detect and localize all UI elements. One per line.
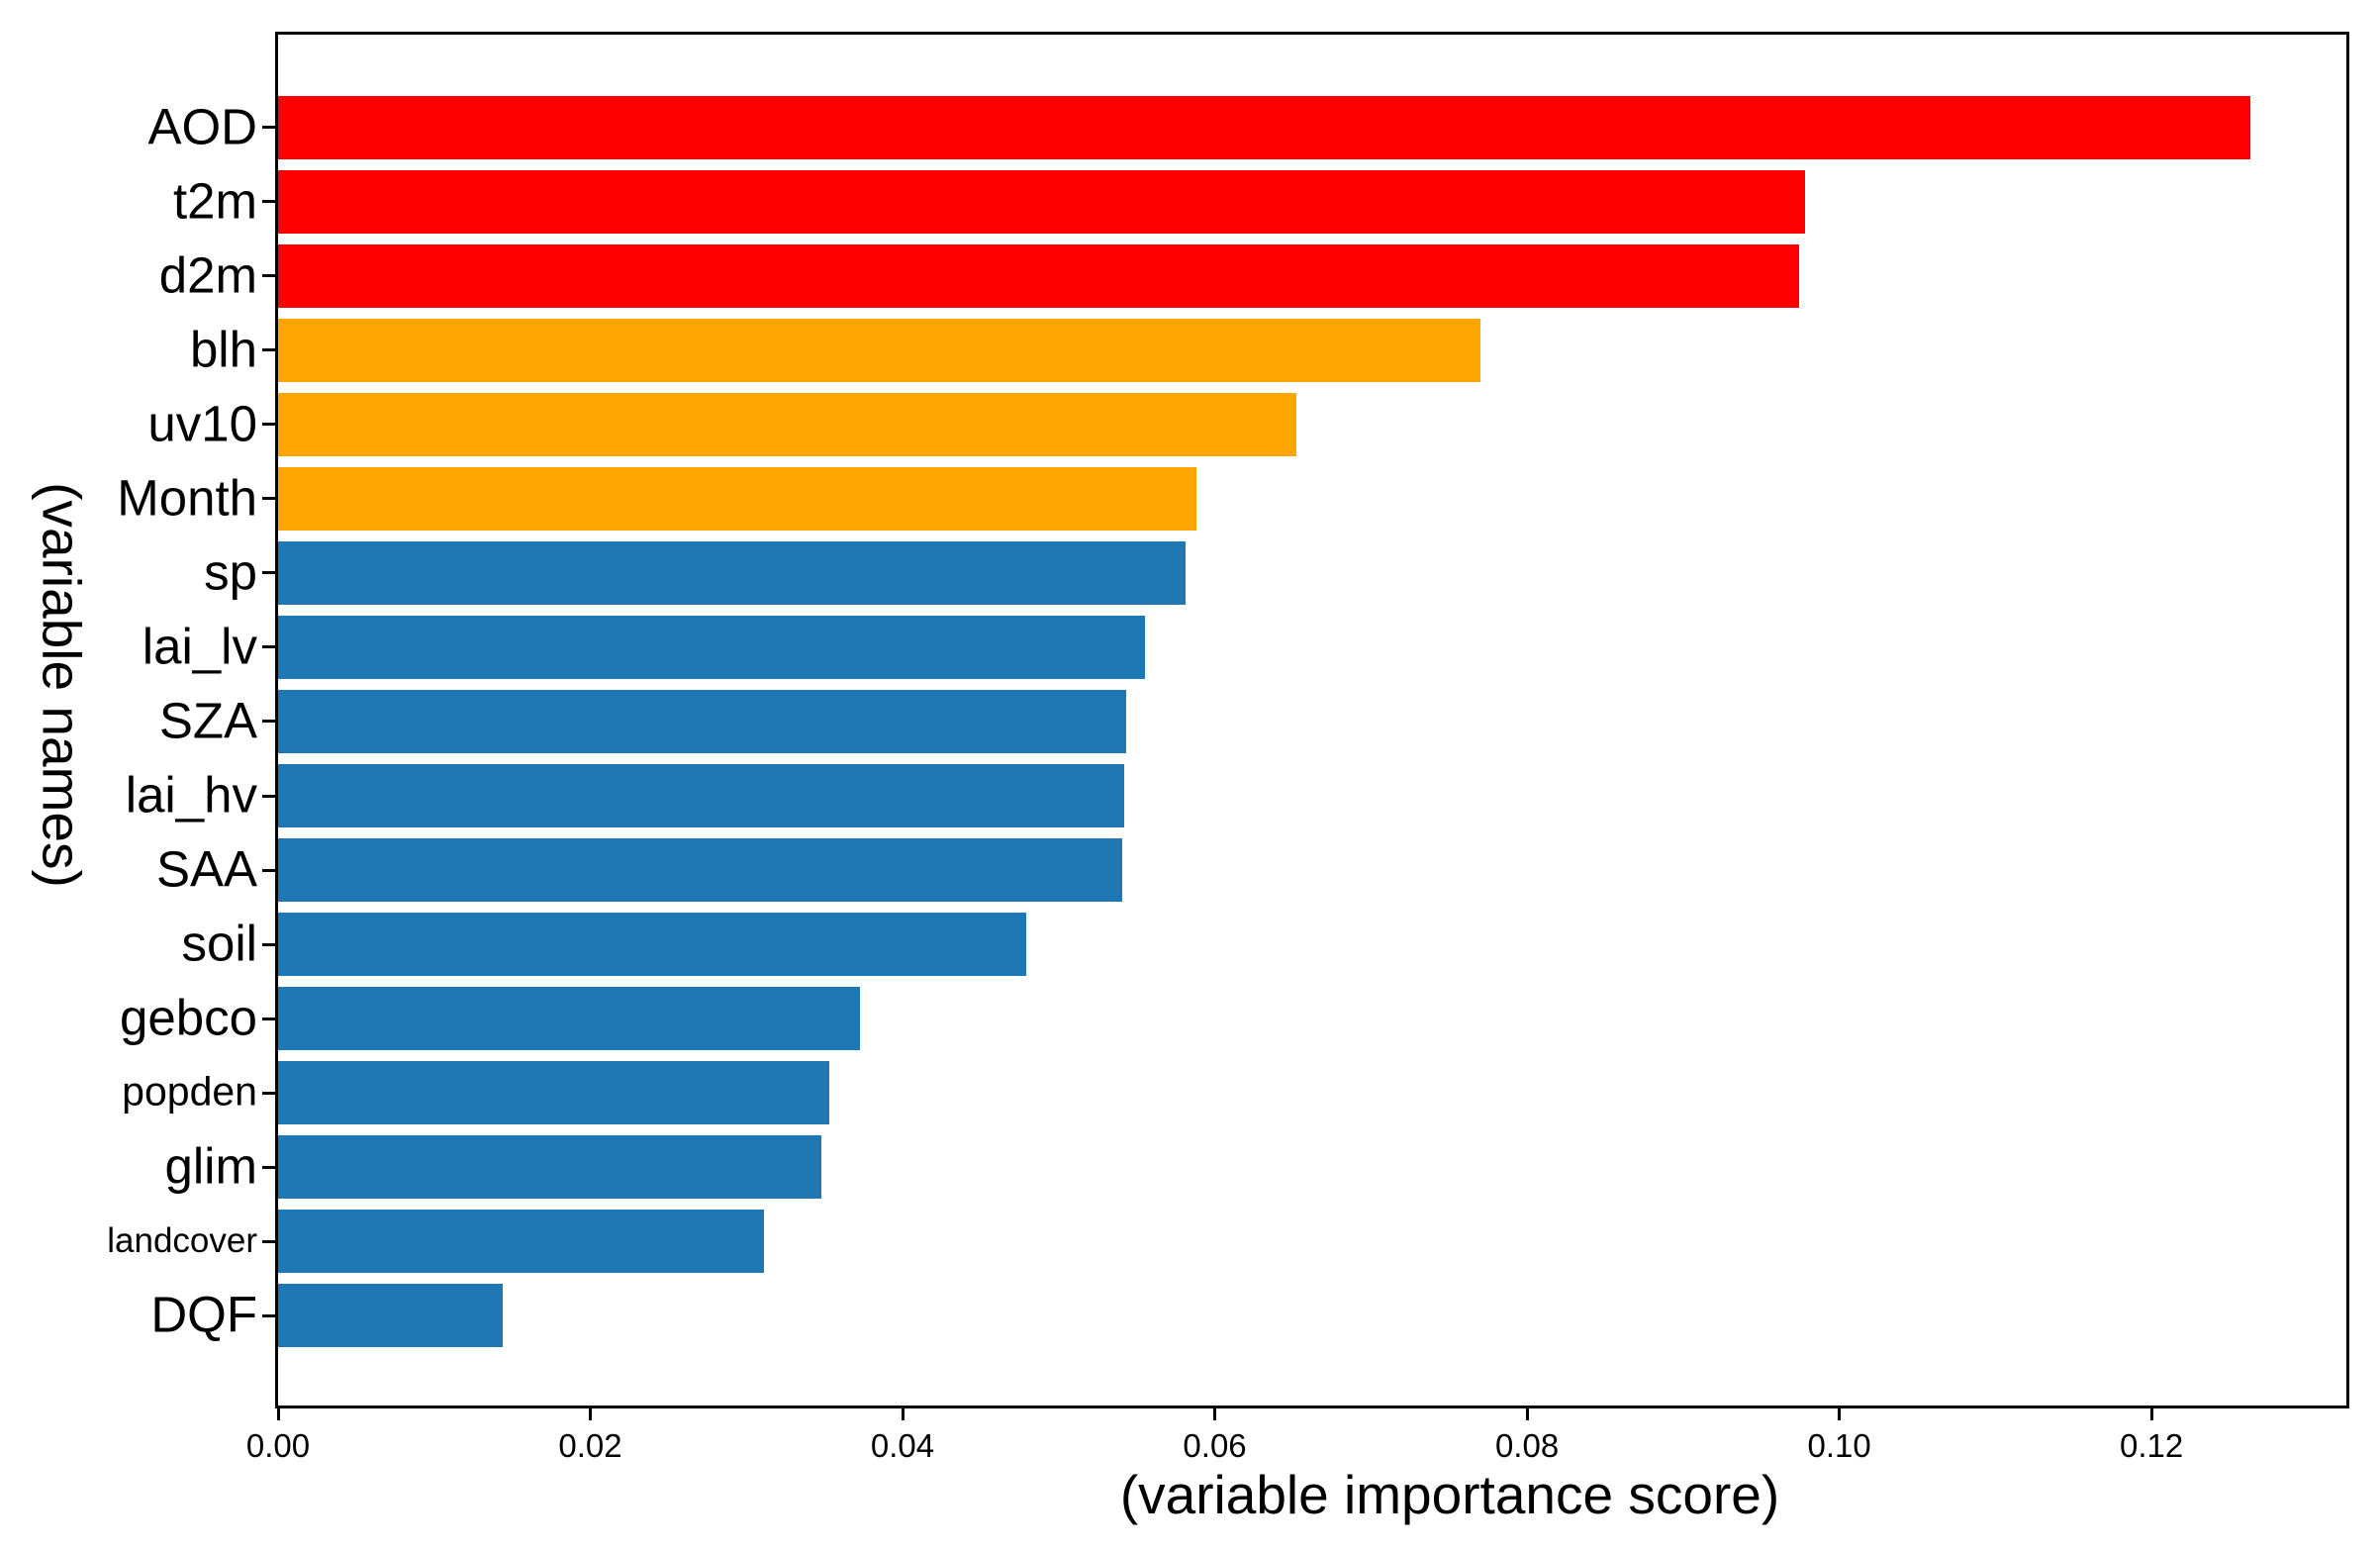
bar-Month <box>278 466 1196 531</box>
y-tick-label-AOD: AOD <box>147 97 257 154</box>
x-tick-label-0.02: 0.02 <box>558 1427 622 1464</box>
y-tick-label-SAA: SAA <box>155 840 257 898</box>
y-tick <box>262 1091 277 1095</box>
bar-SZA <box>278 689 1126 753</box>
bar-popden <box>278 1061 829 1125</box>
bar-lai_lv <box>278 615 1145 679</box>
y-tick <box>262 1017 277 1020</box>
y-tick <box>262 794 277 798</box>
y-tick-label-gebco: gebco <box>120 989 257 1046</box>
bar-sp <box>278 540 1186 605</box>
y-tick <box>262 942 277 946</box>
x-tick <box>1838 1406 1842 1420</box>
y-tick <box>262 571 277 575</box>
y-tick <box>262 868 277 872</box>
y-tick <box>262 497 277 501</box>
x-tick-label-0.06: 0.06 <box>1183 1427 1247 1464</box>
y-tick <box>262 1165 277 1169</box>
bar-blh <box>278 318 1480 382</box>
bar-landcover <box>278 1210 764 1274</box>
y-tick-label-soil: soil <box>181 915 257 972</box>
y-tick <box>262 720 277 724</box>
y-tick-label-lai_lv: lai_lv <box>142 618 257 675</box>
y-tick <box>262 1313 277 1317</box>
y-tick-label-t2m: t2m <box>172 172 257 230</box>
y-tick <box>262 1239 277 1243</box>
y-tick-label-glim: glim <box>164 1137 257 1195</box>
x-tick <box>1525 1406 1529 1420</box>
bar-lai_hv <box>278 764 1125 828</box>
y-tick <box>262 126 277 129</box>
y-tick-label-SZA: SZA <box>158 692 257 749</box>
x-axis-label: (variable importance score) <box>1119 1464 1780 1525</box>
bar-SAA <box>278 838 1123 903</box>
plot-area <box>275 32 2349 1408</box>
bar-DQF <box>278 1284 504 1348</box>
x-tick-label-0.10: 0.10 <box>1807 1427 1871 1464</box>
x-tick <box>2149 1406 2153 1420</box>
bar-d2m <box>278 243 1799 308</box>
y-axis-label: (variable names) <box>31 482 93 888</box>
y-tick-label-popden: popden <box>122 1068 257 1115</box>
y-tick <box>262 645 277 649</box>
y-tick <box>262 200 277 204</box>
x-tick-label-0.12: 0.12 <box>2119 1427 2184 1464</box>
y-tick-label-d2m: d2m <box>158 246 257 304</box>
x-tick <box>276 1406 280 1420</box>
y-tick-label-landcover: landcover <box>107 1221 257 1261</box>
y-tick-label-uv10: uv10 <box>147 395 257 452</box>
y-tick-label-blh: blh <box>189 321 257 378</box>
y-tick-label-lai_hv: lai_hv <box>125 766 257 824</box>
y-tick-label-DQF: DQF <box>150 1286 257 1343</box>
y-tick <box>262 274 277 278</box>
y-tick-label-Month: Month <box>117 469 257 527</box>
x-tick <box>1213 1406 1217 1420</box>
bar-soil <box>278 913 1026 977</box>
bar-t2m <box>278 169 1805 234</box>
y-tick <box>262 348 277 352</box>
bar-AOD <box>278 95 2250 159</box>
x-tick <box>901 1406 904 1420</box>
bar-glim <box>278 1135 821 1200</box>
y-tick-label-sp: sp <box>204 543 257 601</box>
x-tick-label-0.08: 0.08 <box>1494 1427 1560 1464</box>
x-tick <box>589 1406 593 1420</box>
x-tick-label-0.00: 0.00 <box>245 1427 311 1464</box>
bar-gebco <box>278 987 861 1051</box>
bar-uv10 <box>278 392 1296 456</box>
x-tick-label-0.04: 0.04 <box>870 1427 935 1464</box>
y-tick <box>262 423 277 427</box>
